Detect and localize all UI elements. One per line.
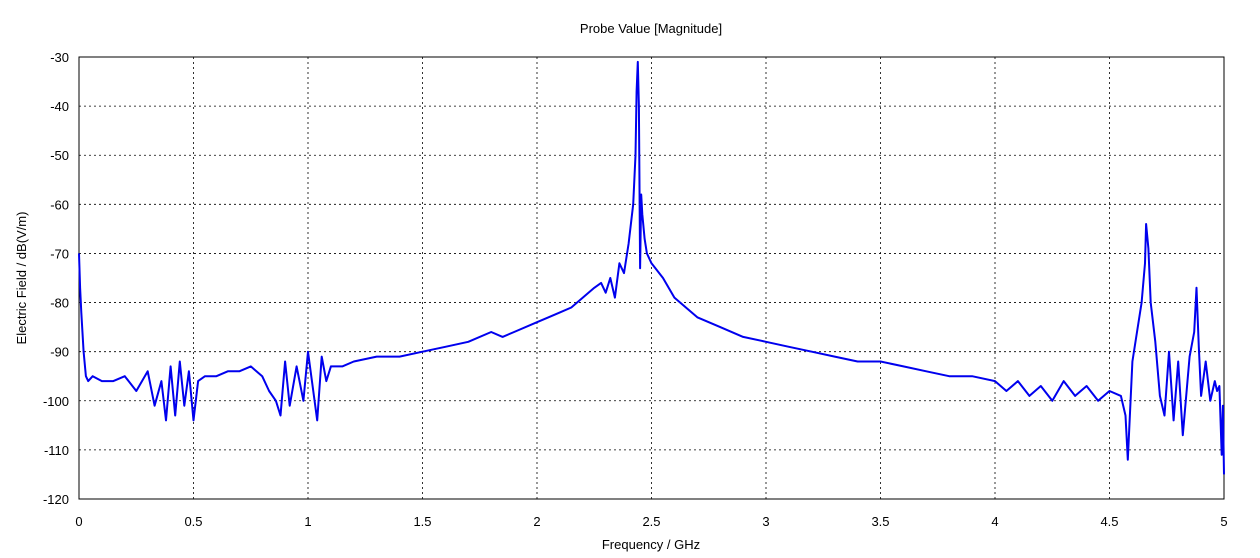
y-tick-label: -60 <box>50 197 69 212</box>
x-tick-label: 5 <box>1220 514 1227 529</box>
x-tick-label: 2.5 <box>642 514 660 529</box>
x-tick-label: 3 <box>762 514 769 529</box>
y-tick-label: -30 <box>50 50 69 65</box>
y-tick-label: -80 <box>50 296 69 311</box>
x-axis-title: Frequency / GHz <box>602 537 700 552</box>
x-tick-label: 4.5 <box>1100 514 1118 529</box>
y-axis-title: Electric Field / dB(V/m) <box>14 212 29 345</box>
x-tick-label: 4 <box>991 514 998 529</box>
tick-layer: 0 0.5 1 1.5 2 2.5 3 3.5 4 4.5 5 -30 -40 -50 -60 -70 -80 -… <box>43 50 1228 529</box>
x-tick-label: 2 <box>533 514 540 529</box>
x-tick-label: 0 <box>75 514 82 529</box>
x-tick-label: 3.5 <box>871 514 889 529</box>
x-tick-label: 1 <box>304 514 311 529</box>
x-tick-label: 0.5 <box>184 514 202 529</box>
y-tick-label: -70 <box>50 246 69 261</box>
chart-title: Probe Value [Magnitude] <box>580 21 722 36</box>
x-tick-label: 1.5 <box>413 514 431 529</box>
y-tick-label: -90 <box>50 345 69 360</box>
series-line <box>78 60 1225 475</box>
y-tick-label: -50 <box>50 148 69 163</box>
y-tick-label: -110 <box>44 443 69 458</box>
y-tick-label: -120 <box>43 492 69 507</box>
y-tick-label: -40 <box>50 99 69 114</box>
grid-layer <box>79 57 1224 499</box>
y-tick-label: -100 <box>43 394 69 409</box>
